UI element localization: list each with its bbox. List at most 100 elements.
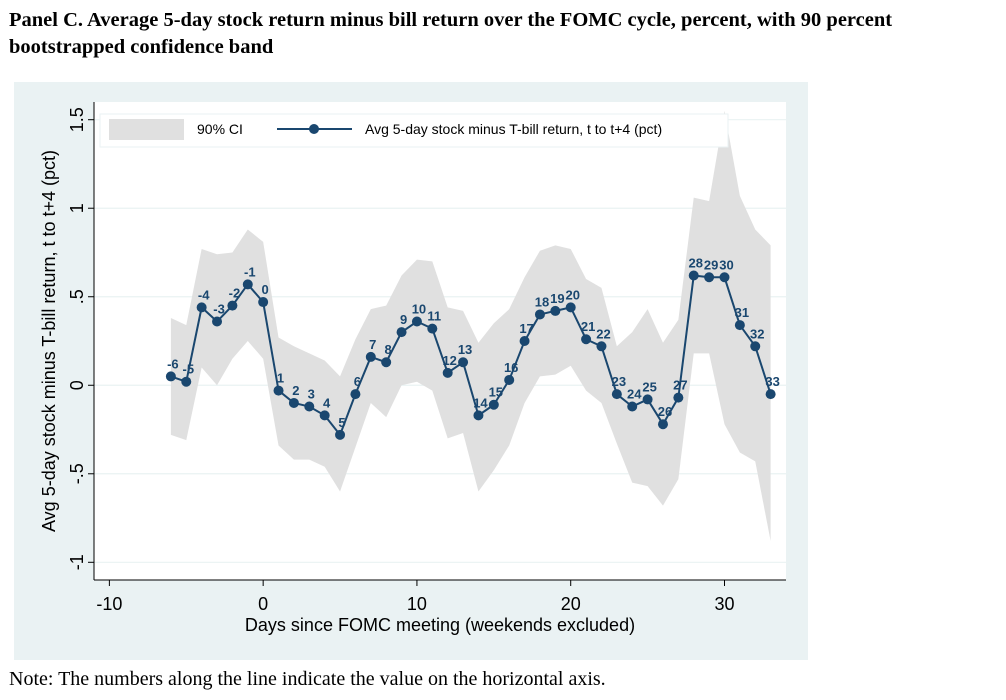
data-point bbox=[458, 357, 469, 368]
y-tick-label: -.5 bbox=[67, 463, 87, 484]
point-label: 24 bbox=[627, 387, 642, 402]
point-label: 12 bbox=[442, 353, 456, 368]
data-point bbox=[242, 279, 253, 290]
data-point bbox=[411, 316, 422, 327]
data-point bbox=[381, 357, 392, 368]
data-point bbox=[427, 323, 438, 334]
point-label: 0 bbox=[262, 282, 269, 297]
data-point bbox=[581, 334, 592, 345]
x-axis-title: Days since FOMC meeting (weekends exclud… bbox=[245, 615, 635, 635]
point-label: 33 bbox=[765, 374, 779, 389]
data-point bbox=[473, 410, 484, 421]
point-label: 22 bbox=[596, 326, 610, 341]
point-label: 25 bbox=[642, 379, 656, 394]
x-tick-label: 0 bbox=[258, 594, 268, 614]
x-axis-ticks: -10 0 10 20 30 bbox=[96, 580, 735, 614]
data-point bbox=[627, 401, 638, 412]
data-point bbox=[365, 351, 376, 362]
data-point bbox=[258, 297, 269, 308]
point-label: 15 bbox=[489, 385, 503, 400]
data-point bbox=[442, 367, 453, 378]
data-point bbox=[688, 270, 699, 281]
legend-ci-label: 90% CI bbox=[197, 121, 243, 137]
data-point bbox=[304, 401, 315, 412]
x-tick-label: 30 bbox=[714, 594, 734, 614]
data-point bbox=[319, 410, 330, 421]
point-label: -2 bbox=[229, 286, 241, 301]
point-label: 26 bbox=[658, 404, 672, 419]
data-point bbox=[212, 316, 223, 327]
y-tick-label: 1.5 bbox=[67, 107, 87, 132]
point-label: 29 bbox=[704, 257, 718, 272]
point-label: 10 bbox=[412, 302, 426, 317]
figure-panel: -6 -5 -4 -3 -2 -1 0 1 2 3 4 5 6 7 8 9 10 11 12 13 14 15 16 17 18… bbox=[14, 82, 808, 660]
data-point bbox=[196, 302, 207, 313]
point-label: 23 bbox=[612, 374, 626, 389]
point-label: 1 bbox=[277, 371, 284, 386]
data-point bbox=[504, 374, 515, 385]
figure-title: Panel C. Average 5-day stock return minu… bbox=[9, 9, 893, 58]
data-point bbox=[734, 320, 745, 331]
point-label: 9 bbox=[400, 312, 407, 327]
point-label: 11 bbox=[427, 309, 441, 324]
point-label: 16 bbox=[504, 360, 518, 375]
data-point bbox=[704, 272, 715, 283]
data-point bbox=[596, 341, 607, 352]
point-label: 28 bbox=[688, 255, 702, 270]
data-point bbox=[534, 309, 545, 320]
data-point bbox=[550, 305, 561, 316]
y-tick-label: 0 bbox=[67, 380, 87, 390]
point-label: -4 bbox=[198, 287, 210, 302]
data-point bbox=[396, 327, 407, 338]
data-point bbox=[765, 389, 776, 400]
y-axis-ticks: -1 -.5 0 .5 1 1.5 bbox=[67, 107, 94, 570]
data-point bbox=[288, 397, 299, 408]
point-label: 8 bbox=[385, 342, 392, 357]
y-tick-label: 1 bbox=[67, 203, 87, 213]
x-tick-label: 20 bbox=[561, 594, 581, 614]
data-point bbox=[519, 336, 530, 346]
x-tick-label: -10 bbox=[96, 594, 122, 614]
point-label: 5 bbox=[338, 415, 345, 430]
point-label: 13 bbox=[458, 342, 472, 357]
data-point bbox=[335, 429, 346, 440]
data-point bbox=[227, 300, 238, 311]
data-point bbox=[165, 371, 176, 382]
point-label: 21 bbox=[581, 319, 595, 334]
point-label: 31 bbox=[735, 305, 749, 320]
point-label: -1 bbox=[244, 264, 256, 279]
point-label: -3 bbox=[213, 302, 225, 317]
data-point bbox=[181, 376, 192, 387]
point-label: 27 bbox=[673, 378, 687, 393]
point-label: 17 bbox=[519, 321, 533, 336]
data-point bbox=[488, 399, 499, 410]
legend-line-marker bbox=[309, 124, 319, 134]
data-point bbox=[719, 272, 730, 283]
confidence-band bbox=[170, 110, 771, 542]
series-markers bbox=[165, 270, 776, 440]
legend-box bbox=[99, 113, 729, 148]
figure-note: Note: The numbers along the line indicat… bbox=[9, 668, 606, 690]
series-line bbox=[170, 274, 772, 437]
point-label: 3 bbox=[308, 387, 315, 402]
data-point bbox=[657, 419, 668, 430]
point-label: 32 bbox=[750, 326, 764, 341]
x-tick-label: 10 bbox=[407, 594, 427, 614]
point-label: 20 bbox=[565, 287, 579, 302]
point-label: 19 bbox=[550, 291, 564, 306]
data-point bbox=[565, 302, 576, 313]
point-label: 18 bbox=[535, 294, 549, 309]
y-axis-title: Avg 5-day stock minus T-bill return, t t… bbox=[39, 150, 59, 532]
point-label: 7 bbox=[369, 337, 376, 352]
point-label: 14 bbox=[473, 395, 488, 410]
data-point bbox=[673, 392, 684, 403]
point-label: -6 bbox=[167, 356, 179, 371]
point-label: 4 bbox=[323, 395, 331, 410]
data-point bbox=[350, 389, 361, 400]
point-label: 2 bbox=[292, 383, 299, 398]
point-label: 6 bbox=[354, 374, 361, 389]
legend-series-label: Avg 5-day stock minus T-bill return, t t… bbox=[365, 121, 662, 137]
legend-ci-swatch bbox=[109, 119, 184, 140]
